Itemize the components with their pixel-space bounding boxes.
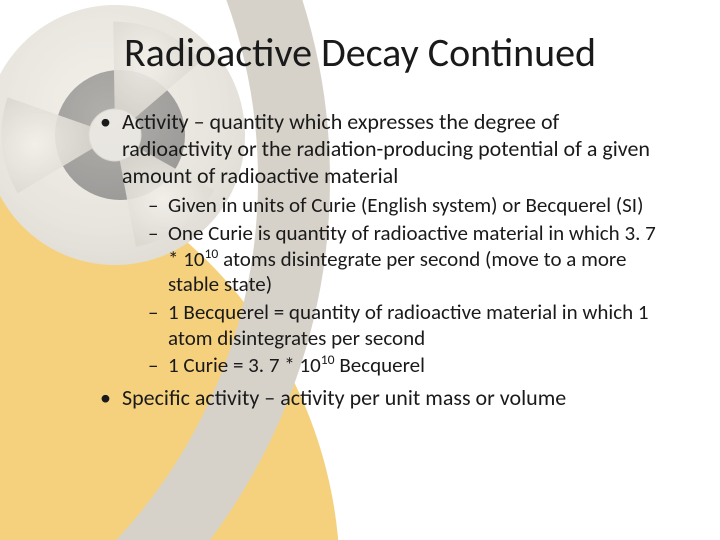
sub-bullet-conversion: 1 Curie = 3. 7 * 1010 Becquerel xyxy=(148,353,660,379)
sub-bullet-text: Given in units of Curie (English system)… xyxy=(168,192,643,218)
sub-bullet-units: Given in units of Curie (English system)… xyxy=(148,193,660,219)
sub-bullet-becquerel-def: 1 Becquerel = quantity of radioactive ma… xyxy=(148,300,660,351)
sub-bullet-text: 1 Becquerel = quantity of radioactive ma… xyxy=(168,299,649,351)
bullet-activity: Activity – quantity which expresses the … xyxy=(100,109,660,379)
sub-bullet-text: atoms disintegrate per second (move to a… xyxy=(168,246,626,298)
bullet-text: Activity – quantity which expresses the … xyxy=(122,108,650,189)
content-area: Radioactive Decay Continued Activity – q… xyxy=(0,0,720,412)
sub-bullet-text: Becquerel xyxy=(335,352,425,378)
sub-bullet-list: Given in units of Curie (English system)… xyxy=(148,193,660,378)
slide-title: Radioactive Decay Continued xyxy=(60,28,660,77)
sub-bullet-curie-def: One Curie is quantity of radioactive mat… xyxy=(148,221,660,298)
slide: Radioactive Decay Continued Activity – q… xyxy=(0,0,720,540)
sub-bullet-text: 1 Curie = 3. 7 * 10 xyxy=(168,352,321,378)
bullet-list: Activity – quantity which expresses the … xyxy=(100,109,660,412)
exponent: 10 xyxy=(321,351,335,368)
exponent: 10 xyxy=(205,245,219,262)
bullet-specific-activity: Specific activity – activity per unit ma… xyxy=(100,385,660,412)
bullet-text: Specific activity – activity per unit ma… xyxy=(122,384,566,411)
